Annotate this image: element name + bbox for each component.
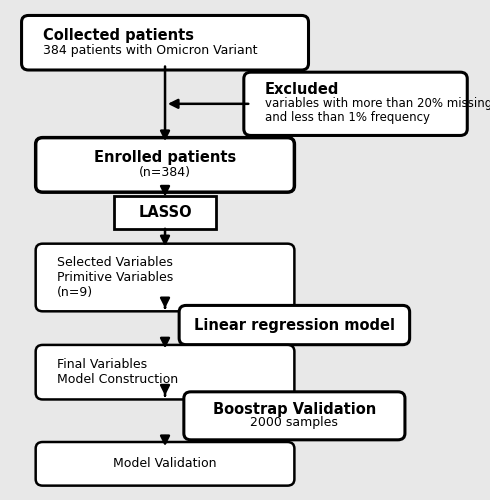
FancyBboxPatch shape	[36, 345, 294, 400]
FancyBboxPatch shape	[114, 196, 216, 230]
FancyBboxPatch shape	[36, 244, 294, 312]
FancyBboxPatch shape	[244, 72, 467, 136]
Text: 384 patients with Omicron Variant: 384 patients with Omicron Variant	[43, 44, 257, 57]
FancyBboxPatch shape	[179, 306, 410, 344]
Text: Linear regression model: Linear regression model	[194, 318, 395, 332]
Text: Final Variables: Final Variables	[57, 358, 147, 371]
FancyBboxPatch shape	[184, 392, 405, 440]
Text: and less than 1% frequency: and less than 1% frequency	[265, 112, 430, 124]
Text: Enrolled patients: Enrolled patients	[94, 150, 236, 165]
Text: Model Construction: Model Construction	[57, 373, 178, 386]
Text: Selected Variables: Selected Variables	[57, 256, 172, 268]
Text: 2000 samples: 2000 samples	[250, 416, 338, 428]
Text: Model Validation: Model Validation	[113, 458, 217, 470]
Text: Boostrap Validation: Boostrap Validation	[213, 402, 376, 417]
Text: (n=9): (n=9)	[57, 286, 93, 300]
Text: (n=384): (n=384)	[139, 166, 191, 179]
Text: LASSO: LASSO	[138, 206, 192, 220]
FancyBboxPatch shape	[36, 138, 294, 192]
Text: Excluded: Excluded	[265, 82, 340, 98]
Text: Collected patients: Collected patients	[43, 28, 194, 43]
FancyBboxPatch shape	[36, 442, 294, 486]
FancyBboxPatch shape	[22, 16, 309, 70]
Text: Primitive Variables: Primitive Variables	[57, 271, 173, 284]
Text: variables with more than 20% missing: variables with more than 20% missing	[265, 98, 490, 110]
